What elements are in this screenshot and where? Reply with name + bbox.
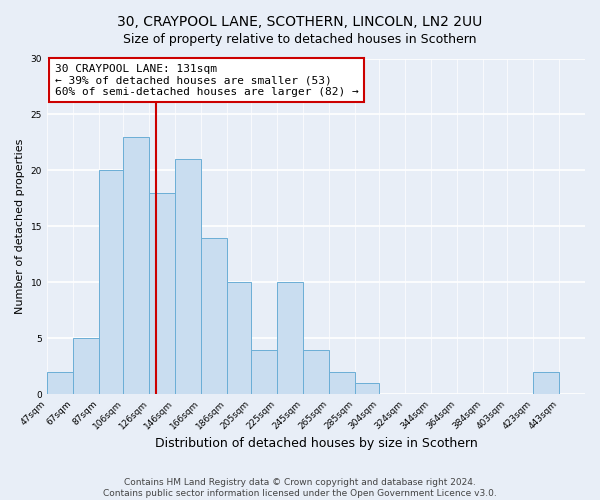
Bar (355, 384, 379, 394)
Bar (98, 170, 123, 394)
Bar (277, 282, 303, 395)
Text: 30, CRAYPOOL LANE, SCOTHERN, LINCOLN, LN2 2UU: 30, CRAYPOOL LANE, SCOTHERN, LINCOLN, LN… (118, 15, 482, 29)
X-axis label: Distribution of detached houses by size in Scothern: Distribution of detached houses by size … (155, 437, 478, 450)
Bar (149, 193, 175, 394)
Bar (251, 350, 277, 395)
Text: Contains HM Land Registry data © Crown copyright and database right 2024.
Contai: Contains HM Land Registry data © Crown c… (103, 478, 497, 498)
Bar (123, 137, 149, 394)
Bar (329, 372, 355, 394)
Bar (533, 372, 559, 394)
Text: Size of property relative to detached houses in Scothern: Size of property relative to detached ho… (123, 32, 477, 46)
Bar (227, 282, 251, 395)
Y-axis label: Number of detached properties: Number of detached properties (15, 139, 25, 314)
Text: 30 CRAYPOOL LANE: 131sqm
← 39% of detached houses are smaller (53)
60% of semi-d: 30 CRAYPOOL LANE: 131sqm ← 39% of detach… (55, 64, 359, 96)
Bar (73, 338, 98, 394)
Bar (201, 238, 227, 394)
Bar (47, 372, 73, 394)
Bar (175, 160, 201, 394)
Bar (303, 350, 329, 395)
